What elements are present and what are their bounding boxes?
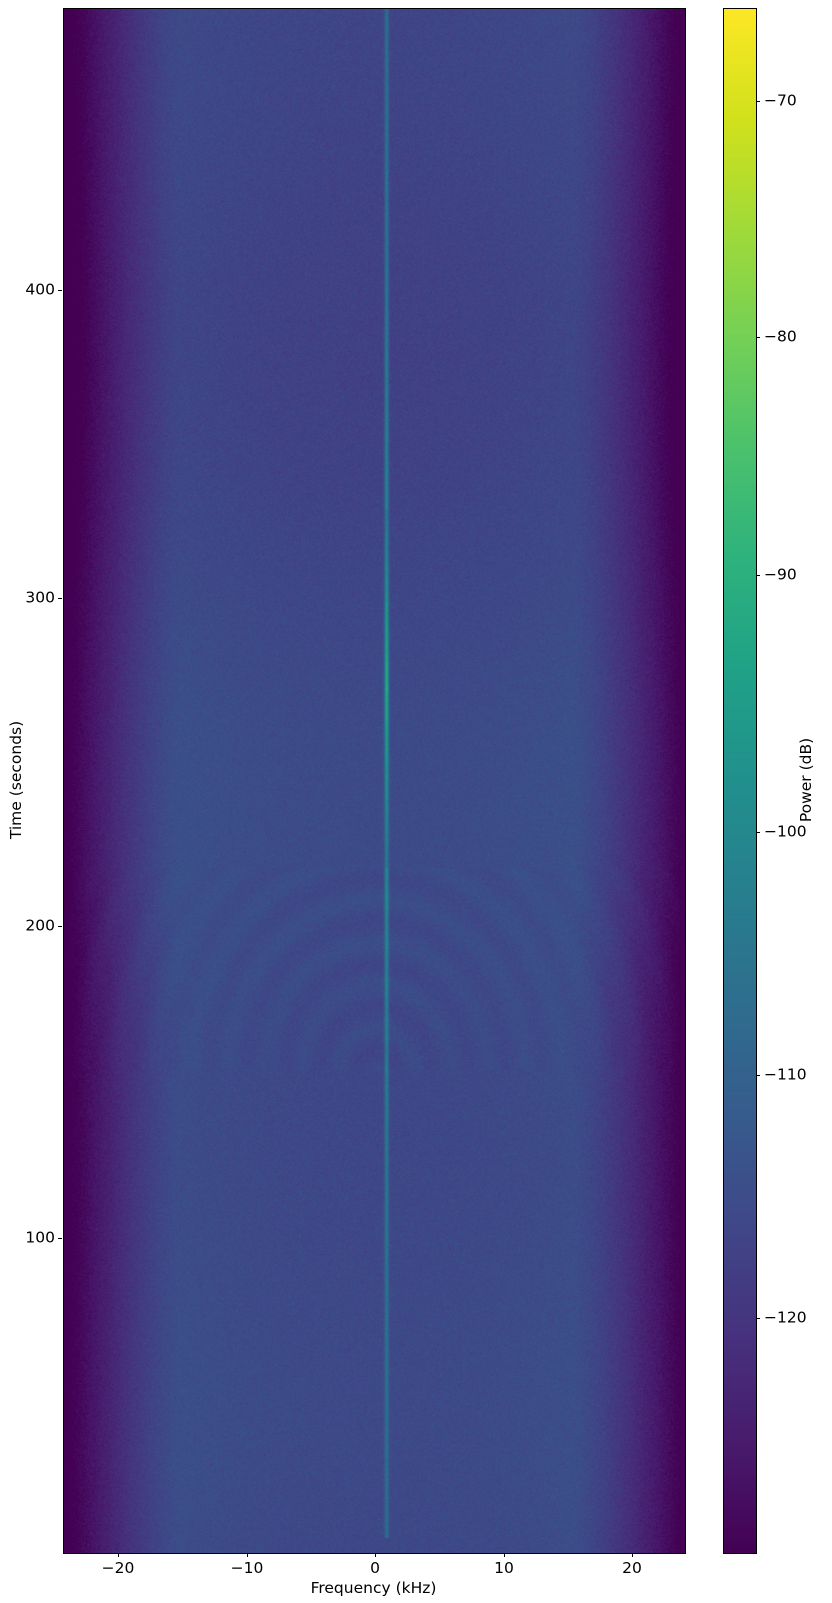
colorbar-tick-mark (756, 575, 760, 576)
colorbar-tick-mark (756, 337, 760, 338)
spectrogram-axes (63, 8, 686, 1554)
y-tick-mark (58, 1238, 62, 1239)
x-tick-label: 0 (370, 1559, 380, 1577)
y-tick-label: 400 (25, 280, 55, 299)
colorbar-tick-label: −70 (764, 91, 797, 110)
colorbar-tick-label: −120 (764, 1308, 807, 1327)
x-tick-mark (375, 1553, 376, 1557)
colorbar-tick-label: −110 (764, 1065, 807, 1084)
colorbar-tick-mark (756, 101, 760, 102)
y-tick-mark (58, 290, 62, 291)
x-axis-label: Frequency (kHz) (310, 1579, 437, 1597)
spectrogram-image (64, 9, 685, 1553)
y-tick-label: 200 (25, 916, 55, 935)
x-tick-label: −20 (101, 1559, 135, 1577)
colorbar-tick-label: −80 (764, 327, 797, 346)
x-tick-label: 20 (622, 1559, 642, 1577)
x-tick-mark (247, 1553, 248, 1557)
colorbar (723, 8, 757, 1554)
colorbar-tick-mark (756, 1075, 760, 1076)
y-tick-mark (58, 598, 62, 599)
y-axis-label: Time (seconds) (7, 720, 25, 840)
y-tick-mark (58, 926, 62, 927)
x-tick-label: 10 (494, 1559, 514, 1577)
x-tick-label: −10 (230, 1559, 264, 1577)
x-tick-mark (118, 1553, 119, 1557)
y-tick-label: 100 (25, 1228, 55, 1247)
colorbar-tick-mark (756, 832, 760, 833)
colorbar-tick-label: −90 (764, 565, 797, 584)
colorbar-label: Power (dB) (797, 737, 815, 823)
x-tick-mark (504, 1553, 505, 1557)
y-tick-label: 300 (25, 588, 55, 607)
colorbar-tick-label: −100 (764, 822, 807, 841)
x-tick-mark (632, 1553, 633, 1557)
colorbar-gradient (724, 9, 756, 1553)
colorbar-tick-mark (756, 1318, 760, 1319)
